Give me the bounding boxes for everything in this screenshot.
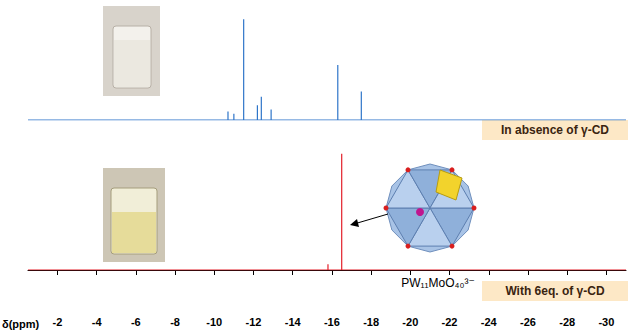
svg-text:-24: -24 <box>481 316 498 328</box>
svg-text:PW₁₁MoO₄₀³⁻: PW₁₁MoO₄₀³⁻ <box>401 276 475 290</box>
svg-text:-8: -8 <box>170 316 180 328</box>
svg-text:-6: -6 <box>131 316 141 328</box>
svg-text:-10: -10 <box>206 316 222 328</box>
svg-text:-26: -26 <box>520 316 536 328</box>
svg-text:-22: -22 <box>442 316 458 328</box>
svg-text:-28: -28 <box>559 316 575 328</box>
svg-text:-2: -2 <box>53 316 63 328</box>
svg-text:-20: -20 <box>402 316 418 328</box>
svg-text:-14: -14 <box>285 316 302 328</box>
svg-text:-16: -16 <box>324 316 340 328</box>
svg-text:δ(ppm): δ(ppm) <box>2 318 40 330</box>
svg-text:-4: -4 <box>92 316 103 328</box>
svg-text:In absence of γ-CD: In absence of γ-CD <box>501 123 609 137</box>
svg-text:-30: -30 <box>598 316 614 328</box>
svg-text:-18: -18 <box>363 316 379 328</box>
svg-text:-12: -12 <box>246 316 262 328</box>
svg-text:With 6eq. of γ-CD: With 6eq. of γ-CD <box>505 284 605 298</box>
